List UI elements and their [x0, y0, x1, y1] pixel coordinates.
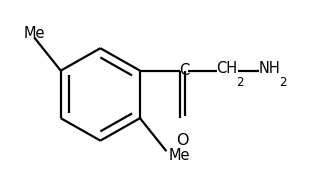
Text: 2: 2	[236, 76, 244, 89]
Text: C: C	[180, 63, 190, 78]
Text: NH: NH	[259, 61, 281, 76]
Text: Me: Me	[169, 148, 191, 163]
Text: CH: CH	[217, 61, 238, 76]
Text: Me: Me	[24, 26, 45, 41]
Text: 2: 2	[279, 76, 287, 89]
Text: O: O	[176, 133, 188, 148]
